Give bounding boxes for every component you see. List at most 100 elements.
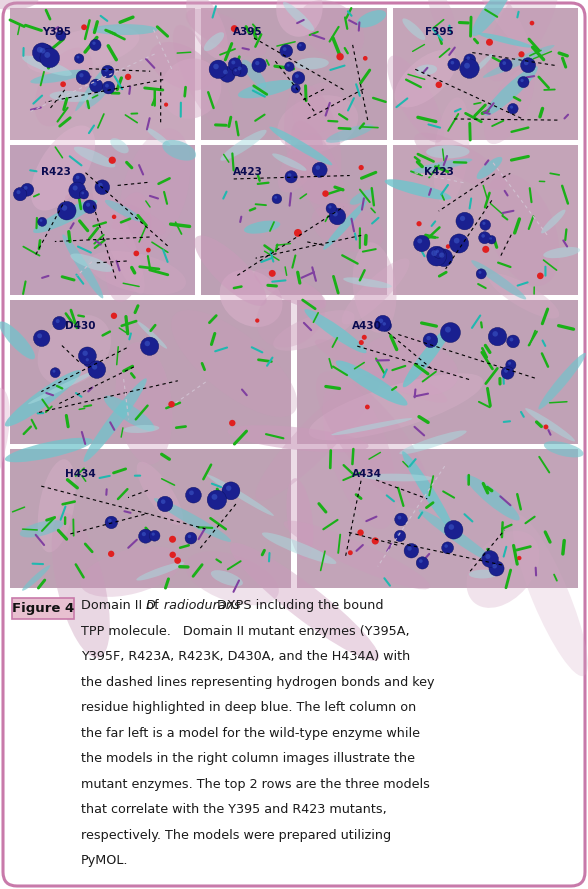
Circle shape bbox=[433, 247, 444, 259]
Circle shape bbox=[416, 557, 429, 569]
Circle shape bbox=[86, 358, 89, 362]
Ellipse shape bbox=[363, 474, 433, 481]
Ellipse shape bbox=[343, 277, 392, 288]
Circle shape bbox=[299, 44, 302, 46]
Circle shape bbox=[288, 173, 292, 177]
Ellipse shape bbox=[35, 48, 93, 126]
Ellipse shape bbox=[62, 235, 103, 299]
Circle shape bbox=[454, 237, 460, 244]
Circle shape bbox=[464, 54, 476, 66]
Ellipse shape bbox=[28, 370, 98, 404]
Circle shape bbox=[506, 360, 516, 370]
Circle shape bbox=[507, 103, 518, 114]
Circle shape bbox=[111, 313, 117, 319]
Circle shape bbox=[500, 59, 512, 71]
Circle shape bbox=[294, 229, 302, 236]
Circle shape bbox=[40, 220, 42, 222]
Ellipse shape bbox=[402, 452, 453, 530]
Circle shape bbox=[440, 323, 460, 342]
Bar bbox=[297, 300, 578, 444]
Circle shape bbox=[88, 361, 106, 379]
Circle shape bbox=[365, 404, 370, 409]
Circle shape bbox=[37, 333, 42, 339]
Circle shape bbox=[486, 39, 493, 45]
Ellipse shape bbox=[20, 520, 64, 538]
Circle shape bbox=[460, 216, 465, 221]
Circle shape bbox=[510, 106, 513, 108]
Bar bbox=[393, 145, 578, 295]
Ellipse shape bbox=[207, 475, 274, 516]
Ellipse shape bbox=[276, 0, 323, 36]
Circle shape bbox=[436, 82, 442, 88]
Bar bbox=[10, 449, 291, 588]
Ellipse shape bbox=[399, 430, 467, 454]
Circle shape bbox=[92, 42, 96, 45]
Circle shape bbox=[133, 251, 139, 256]
Circle shape bbox=[285, 171, 297, 183]
Circle shape bbox=[40, 48, 45, 53]
Ellipse shape bbox=[104, 396, 155, 431]
Circle shape bbox=[75, 54, 84, 63]
Ellipse shape bbox=[0, 0, 38, 10]
Circle shape bbox=[252, 58, 266, 72]
Circle shape bbox=[105, 517, 118, 529]
Ellipse shape bbox=[486, 0, 559, 82]
Circle shape bbox=[482, 550, 499, 567]
Circle shape bbox=[40, 48, 59, 68]
Ellipse shape bbox=[244, 220, 280, 234]
Ellipse shape bbox=[71, 253, 113, 272]
Ellipse shape bbox=[471, 260, 526, 300]
Circle shape bbox=[169, 551, 176, 558]
Ellipse shape bbox=[119, 128, 191, 253]
Circle shape bbox=[537, 273, 544, 279]
Ellipse shape bbox=[402, 19, 425, 40]
Circle shape bbox=[92, 364, 97, 370]
Text: the far left is a model for the wild-type enzyme while: the far left is a model for the wild-typ… bbox=[81, 726, 420, 740]
Ellipse shape bbox=[230, 543, 379, 661]
Circle shape bbox=[188, 534, 191, 538]
Ellipse shape bbox=[22, 565, 50, 591]
Ellipse shape bbox=[136, 562, 185, 581]
Circle shape bbox=[501, 366, 514, 380]
Circle shape bbox=[359, 165, 364, 170]
Circle shape bbox=[359, 340, 364, 345]
Circle shape bbox=[24, 186, 28, 189]
Ellipse shape bbox=[111, 138, 129, 154]
Circle shape bbox=[530, 20, 534, 26]
Circle shape bbox=[36, 44, 54, 63]
Ellipse shape bbox=[336, 360, 407, 405]
Circle shape bbox=[348, 550, 353, 555]
Text: D430: D430 bbox=[65, 321, 95, 331]
Ellipse shape bbox=[284, 84, 342, 204]
Circle shape bbox=[395, 513, 407, 525]
Circle shape bbox=[445, 520, 463, 539]
Text: Figure 4: Figure 4 bbox=[12, 602, 74, 615]
Circle shape bbox=[524, 60, 529, 65]
Circle shape bbox=[482, 234, 485, 237]
Ellipse shape bbox=[150, 42, 212, 91]
Ellipse shape bbox=[541, 210, 566, 234]
Ellipse shape bbox=[123, 425, 159, 433]
Circle shape bbox=[517, 556, 522, 560]
Circle shape bbox=[449, 525, 454, 530]
Circle shape bbox=[108, 550, 114, 557]
Circle shape bbox=[37, 47, 43, 52]
Ellipse shape bbox=[65, 192, 166, 236]
Ellipse shape bbox=[472, 0, 511, 36]
Ellipse shape bbox=[427, 0, 456, 40]
Circle shape bbox=[112, 214, 116, 219]
Text: residue highlighted in deep blue. The left column on: residue highlighted in deep blue. The le… bbox=[81, 701, 416, 714]
Circle shape bbox=[427, 246, 446, 266]
Circle shape bbox=[362, 335, 367, 340]
Circle shape bbox=[486, 554, 490, 559]
Circle shape bbox=[333, 212, 338, 216]
Circle shape bbox=[146, 248, 151, 252]
Ellipse shape bbox=[410, 158, 472, 173]
Text: D. radiodurans: D. radiodurans bbox=[146, 599, 240, 613]
Text: A395: A395 bbox=[233, 27, 262, 36]
Circle shape bbox=[439, 252, 445, 258]
Circle shape bbox=[145, 340, 150, 346]
Circle shape bbox=[104, 68, 108, 72]
Circle shape bbox=[92, 82, 96, 85]
Circle shape bbox=[502, 61, 506, 65]
